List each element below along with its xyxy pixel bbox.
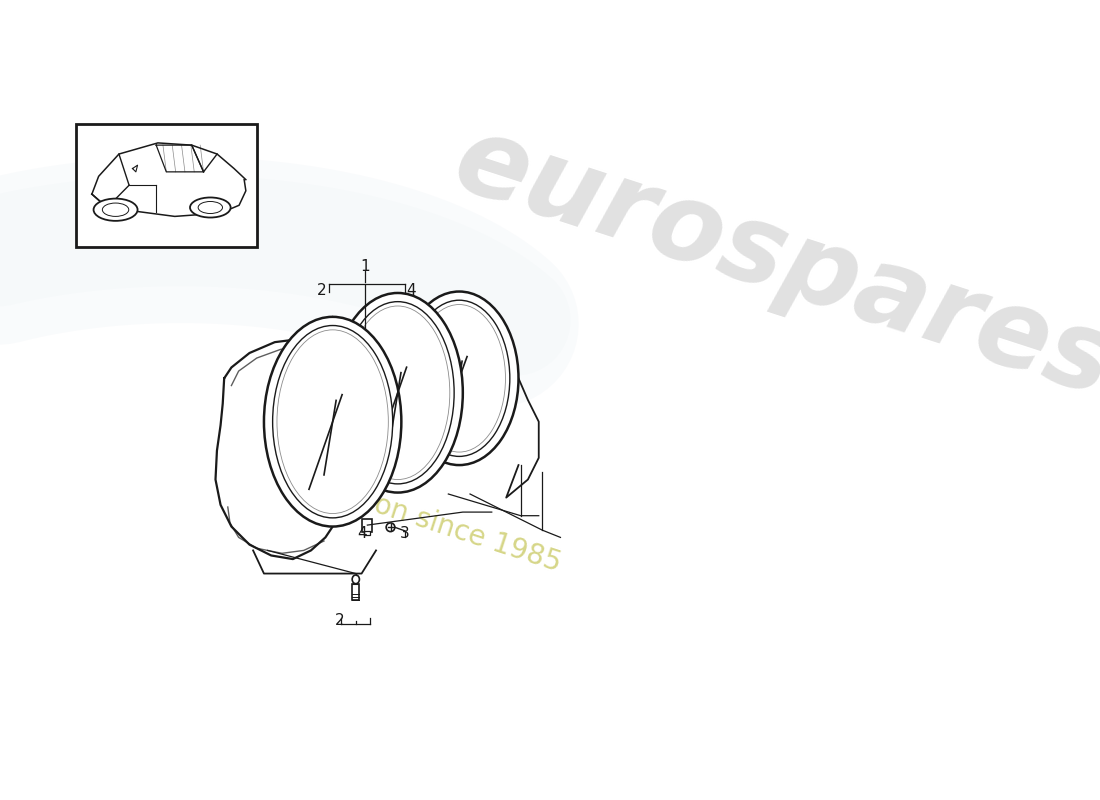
Ellipse shape bbox=[273, 326, 393, 518]
Ellipse shape bbox=[341, 302, 454, 484]
Bar bbox=[362, 519, 373, 532]
Text: 3: 3 bbox=[400, 526, 410, 541]
Ellipse shape bbox=[102, 203, 129, 217]
Circle shape bbox=[386, 523, 395, 532]
Ellipse shape bbox=[352, 575, 360, 584]
Ellipse shape bbox=[412, 305, 506, 452]
Bar bbox=[352, 584, 360, 599]
Ellipse shape bbox=[345, 306, 450, 479]
Text: a passion since 1985: a passion since 1985 bbox=[278, 461, 565, 578]
Bar bbox=[364, 531, 371, 535]
Ellipse shape bbox=[94, 198, 138, 221]
Text: 2: 2 bbox=[317, 282, 327, 298]
Text: 4: 4 bbox=[406, 282, 416, 298]
Bar bbox=[76, 124, 256, 246]
Text: eurospares: eurospares bbox=[441, 106, 1100, 419]
Ellipse shape bbox=[400, 291, 518, 465]
Ellipse shape bbox=[277, 330, 388, 514]
Ellipse shape bbox=[332, 293, 463, 493]
Ellipse shape bbox=[408, 300, 509, 457]
Ellipse shape bbox=[264, 317, 402, 526]
Text: 4: 4 bbox=[356, 526, 366, 541]
Text: 1: 1 bbox=[361, 258, 370, 274]
Text: 2: 2 bbox=[336, 613, 344, 628]
Ellipse shape bbox=[190, 198, 231, 218]
Ellipse shape bbox=[198, 202, 222, 214]
